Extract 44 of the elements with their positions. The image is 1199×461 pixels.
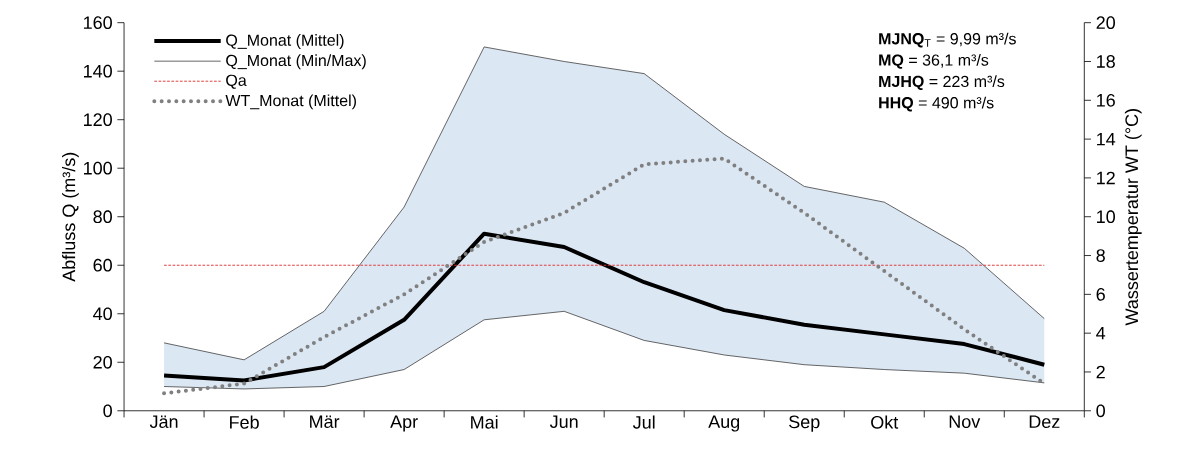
y2-tick-label: 2	[1096, 365, 1105, 379]
x-tick-label: Jun	[549, 415, 578, 428]
y-tick-label: 60	[93, 258, 112, 272]
x-tick-label: Mai	[471, 415, 498, 429]
y-tick-label: 140	[84, 64, 112, 78]
annotation: MQ = 36,1 m³/s	[879, 53, 989, 69]
x-tick-label: Apr	[390, 415, 418, 432]
y2-tick-label: 12	[1097, 171, 1115, 184]
legend-label: Qa	[226, 74, 247, 89]
y2-tick-label: 14	[1097, 132, 1116, 146]
x-tick-label: Okt	[871, 415, 899, 429]
y2-tick-label: 8	[1096, 248, 1105, 262]
legend-label: Q_Monat (Mittel)	[226, 33, 344, 49]
x-tick-label: Sep	[789, 415, 820, 432]
legend-label: WT_Monat (Mittel)	[225, 94, 356, 110]
y2-tick-label: 18	[1097, 54, 1115, 68]
y2-tick-label: 10	[1097, 210, 1115, 223]
x-tick-label: Dez	[1029, 415, 1060, 428]
line-series	[163, 310, 1045, 390]
annotation: MJHQ = 223 m³/s	[879, 75, 1005, 90]
legend-label: Q_Monat (Min/Max)	[226, 54, 366, 70]
x-tick-label: Mär	[310, 415, 340, 428]
y-tick-label: 20	[93, 355, 112, 369]
x-tick-label: Jul	[632, 415, 655, 429]
x-tick-label: Aug	[708, 415, 740, 432]
y2-tick-label: 6	[1096, 287, 1105, 301]
line-series	[162, 231, 1047, 383]
y-tick-label: 0	[103, 404, 112, 417]
y-tick-label: 80	[93, 210, 112, 223]
y2-tick-label: 16	[1097, 93, 1115, 107]
y-tick-label: 100	[84, 161, 112, 175]
y2-tick-label: 0	[1096, 404, 1105, 417]
y-axis-title: Abfluss Q (m³/s)	[62, 152, 79, 282]
annotation: HHQ = 490 m³/s	[879, 96, 994, 112]
x-tick-label: Nov	[949, 415, 981, 428]
y2-tick-label: 20	[1096, 16, 1115, 29]
y-tick-label: 160	[84, 16, 112, 29]
x-tick-label: Feb	[230, 415, 259, 429]
annotation: MJNQ$_{T}$ = 9,99 m³/s	[879, 32, 1016, 48]
y2-tick-label: 4	[1096, 326, 1106, 340]
y-tick-label: 120	[84, 113, 112, 126]
y2-axis-title: Wassertemperatur WT (°C)	[1124, 108, 1142, 326]
x-tick-label: Jän	[149, 415, 178, 428]
y-tick-label: 40	[93, 307, 112, 320]
